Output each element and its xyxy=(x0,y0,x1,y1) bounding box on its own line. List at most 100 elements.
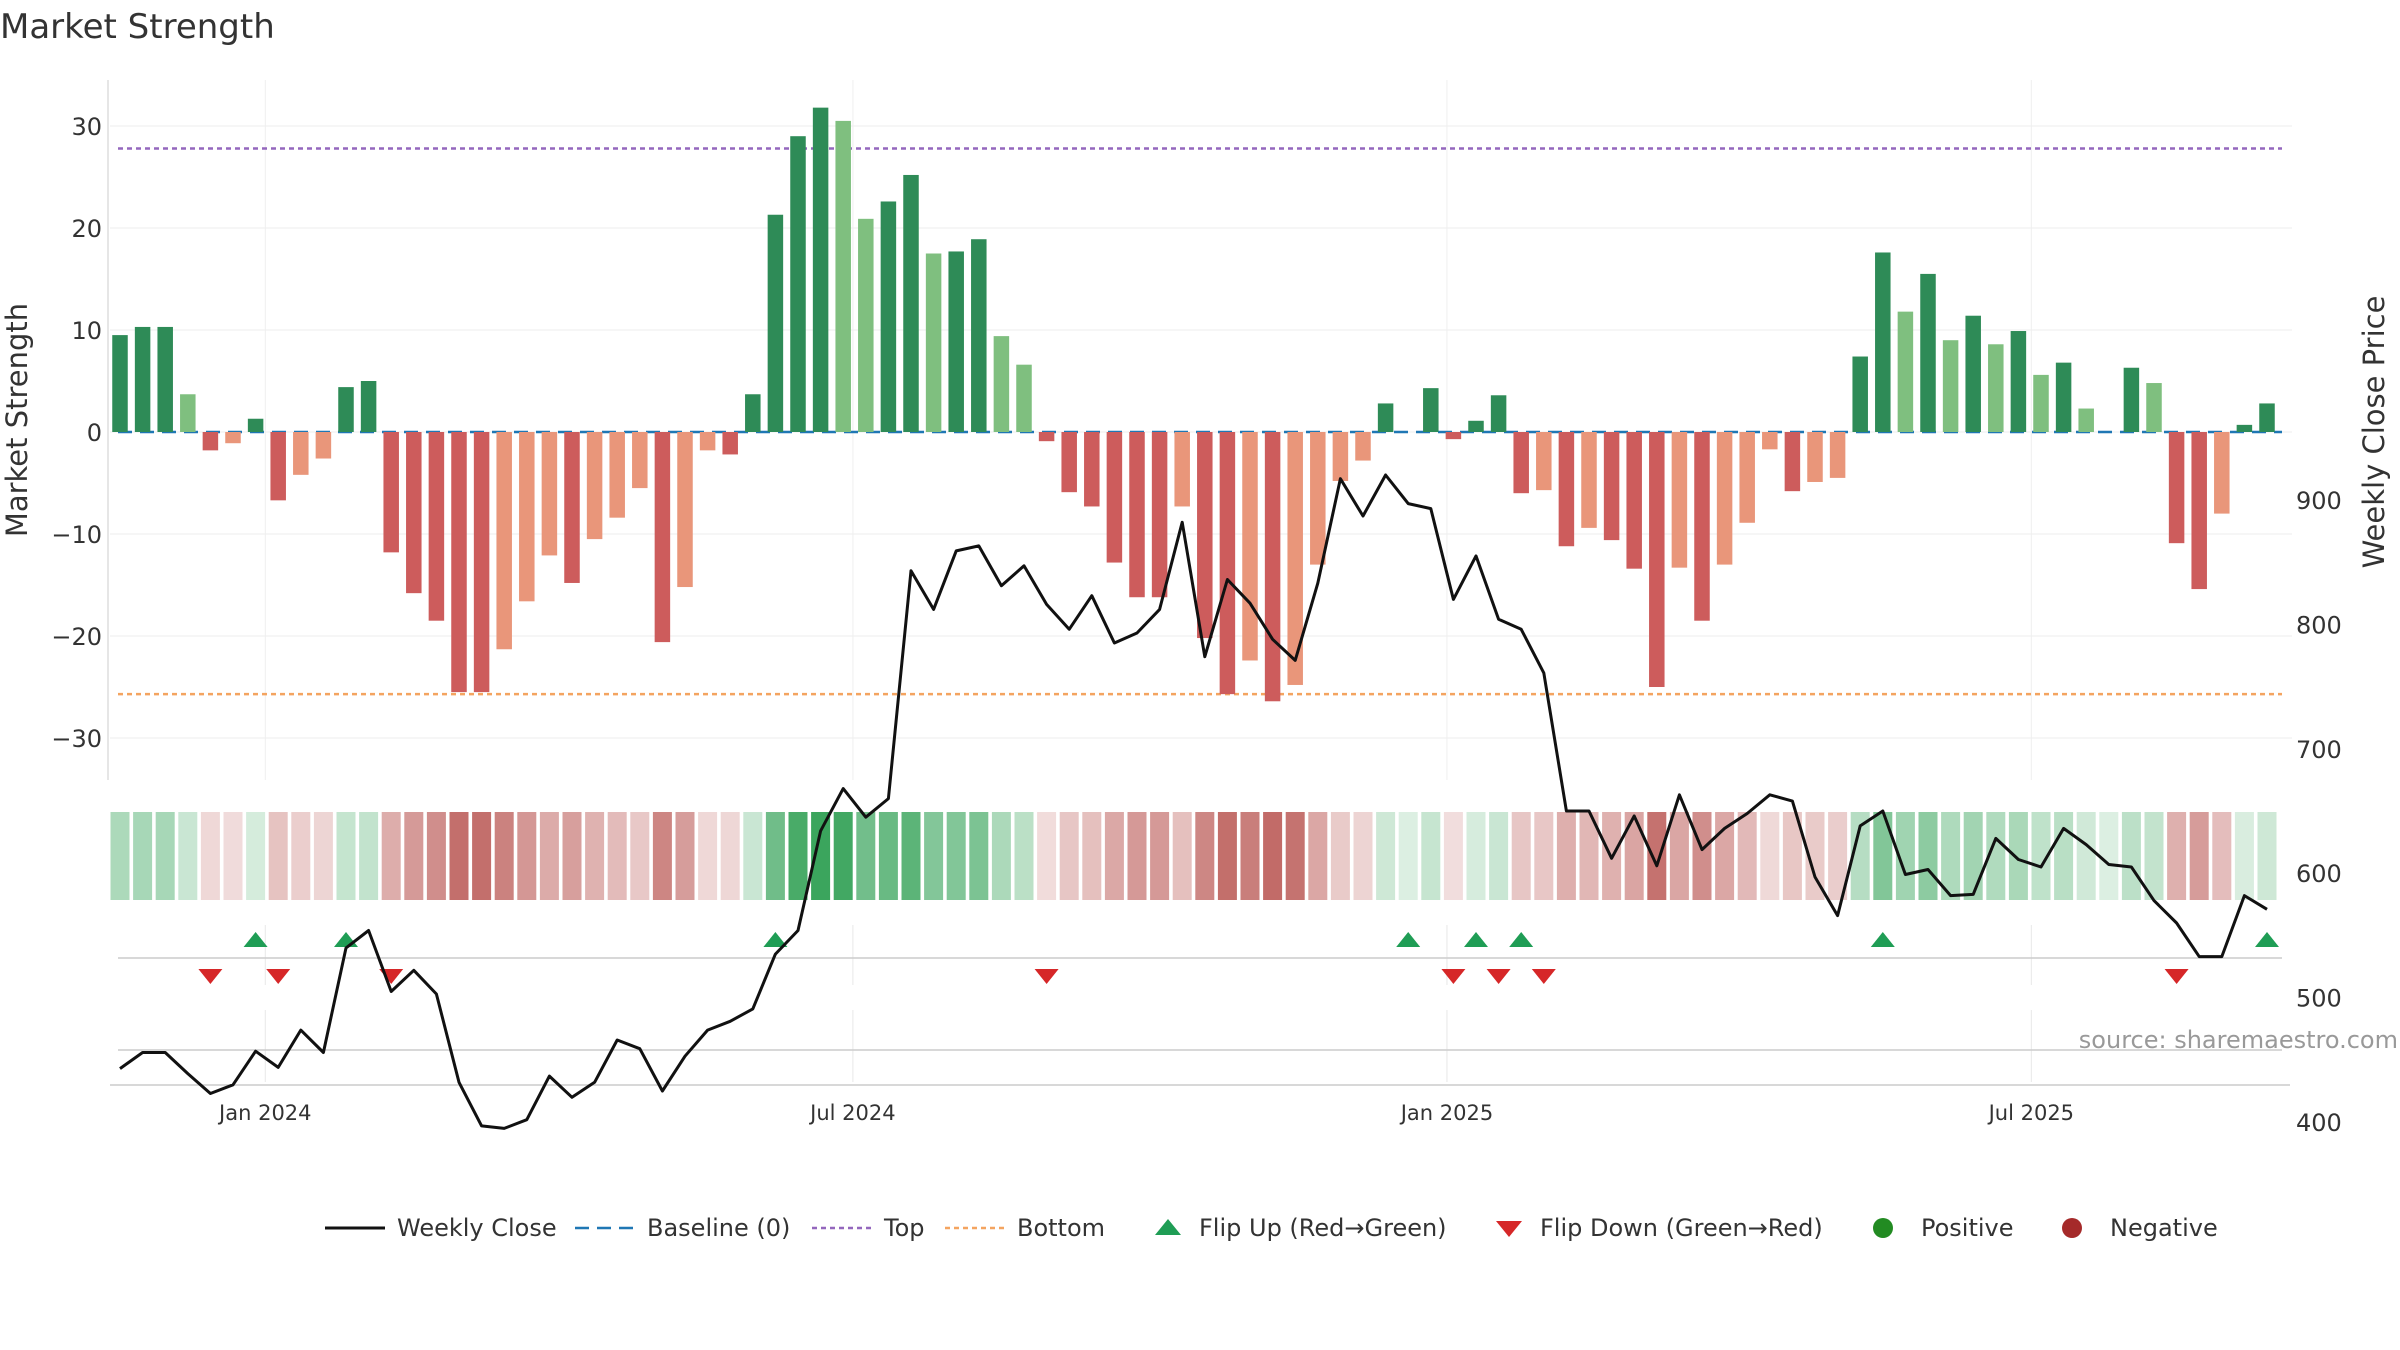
heat-cell xyxy=(1556,812,1576,900)
heat-cell xyxy=(1918,812,1938,900)
heat-cell xyxy=(1443,812,1463,900)
heat-cell xyxy=(1737,812,1757,900)
heat-cell xyxy=(1850,812,1870,900)
heat-cell xyxy=(2054,812,2074,900)
strength-bar-negative xyxy=(2214,432,2230,514)
heat-cell xyxy=(223,812,243,900)
heat-cell xyxy=(336,812,356,900)
flip-down-marker xyxy=(266,969,291,984)
strength-bar-negative xyxy=(1739,432,1755,523)
heat-cell xyxy=(1308,812,1328,900)
y-tick-left: −10 xyxy=(51,521,102,549)
strength-bar-negative xyxy=(1829,432,1846,478)
heat-cell xyxy=(359,812,379,900)
strength-bar-positive xyxy=(2078,408,2094,432)
strength-bar-positive xyxy=(2259,403,2275,432)
heat-cell xyxy=(404,812,424,900)
legend-swatch-flip-up xyxy=(1155,1219,1181,1235)
strength-bar-positive xyxy=(2146,383,2162,432)
heat-cell xyxy=(562,812,582,900)
heat-cell xyxy=(698,812,718,900)
strength-bar-negative xyxy=(1807,432,1823,482)
strength-bar-negative xyxy=(1762,432,1778,450)
heat-cell xyxy=(652,812,672,900)
strength-bar-negative xyxy=(564,432,580,583)
strength-bar-negative xyxy=(1649,432,1665,687)
heat-cell xyxy=(1014,812,1034,900)
strength-bar-negative xyxy=(519,432,535,602)
heat-cell xyxy=(449,812,469,900)
flip-up-marker xyxy=(334,932,358,947)
flip-up-marker xyxy=(1464,932,1488,947)
heat-cell xyxy=(811,812,831,900)
heat-cell xyxy=(472,812,492,900)
strength-bar-negative xyxy=(1716,432,1733,565)
heat-cell xyxy=(1330,812,1350,900)
y-tick-left: −20 xyxy=(51,623,102,651)
heat-cell xyxy=(1489,812,1509,900)
strength-bar-negative xyxy=(1174,432,1190,507)
heat-cell xyxy=(1285,812,1305,900)
strength-bar-negative xyxy=(1784,432,1801,492)
legend-label: Weekly Close xyxy=(397,1214,557,1242)
y-tick-right: 700 xyxy=(2296,736,2342,764)
strength-bar-negative xyxy=(1242,432,1258,661)
flip-down-marker xyxy=(1531,969,1556,984)
axis-ticks: Jan 2024 Jul 2024 Jan 2025 Jul 2025 30 20 10 0 −… xyxy=(51,113,2341,1137)
strength-bar-negative xyxy=(632,432,648,489)
strength-bar-positive xyxy=(1852,356,1868,432)
strength-bar-positive xyxy=(360,381,377,432)
strength-bar-negative xyxy=(1536,432,1552,491)
strength-bar-positive xyxy=(2033,374,2049,432)
strength-bar-negative xyxy=(451,432,467,693)
strength-bar-negative xyxy=(1671,432,1688,568)
strength-bar-negative xyxy=(1129,432,1145,598)
heat-cell xyxy=(1624,812,1644,900)
heat-cell xyxy=(155,812,175,900)
strength-bar-negative xyxy=(1626,432,1642,569)
heat-cell xyxy=(2121,812,2141,900)
heat-cell xyxy=(1873,812,1893,900)
strength-bar-positive xyxy=(1377,403,1394,432)
strength-bar-positive xyxy=(790,136,806,432)
strength-bar-positive xyxy=(180,394,196,432)
strength-bar-positive xyxy=(1942,340,1959,432)
strength-bar-positive xyxy=(134,326,151,432)
strength-bar-negative xyxy=(293,432,309,475)
x-tick-label: Jan 2025 xyxy=(1399,1101,1494,1125)
strength-bar-positive xyxy=(903,174,919,432)
flip-down-marker xyxy=(1486,969,1511,984)
heat-cell xyxy=(1172,812,1192,900)
y-tick-left: 20 xyxy=(71,215,102,243)
heat-cell xyxy=(1466,812,1486,900)
heat-cell xyxy=(2189,812,2209,900)
strength-bar-negative xyxy=(1084,432,1100,507)
x-tick-label: Jul 2025 xyxy=(1987,1101,2074,1125)
heat-cell xyxy=(426,812,446,900)
strength-bar-positive xyxy=(112,335,128,432)
strength-bar-negative xyxy=(1355,432,1371,461)
strength-bar-negative xyxy=(699,432,716,451)
strength-bar-positive xyxy=(1423,388,1439,432)
y-tick-right: 600 xyxy=(2296,860,2342,888)
heat-cell xyxy=(1760,812,1780,900)
heat-cell xyxy=(494,812,514,900)
heat-cell xyxy=(1828,812,1848,900)
strength-bar-negative xyxy=(406,432,422,594)
strength-bar-negative xyxy=(1061,432,1077,493)
legend-swatch-negative xyxy=(2062,1218,2082,1238)
legend-swatch-positive xyxy=(1873,1218,1893,1238)
strength-bar-positive xyxy=(2236,424,2253,432)
y-tick-right: 400 xyxy=(2296,1109,2342,1137)
y-axis-left-label: Market Strength xyxy=(0,303,34,537)
strength-bar-negative xyxy=(473,432,490,693)
heat-cell xyxy=(1376,812,1396,900)
heat-cell xyxy=(1082,812,1102,900)
legend-swatch-flip-down xyxy=(1496,1221,1522,1237)
heat-cell xyxy=(1986,812,2006,900)
heat-cell xyxy=(381,812,401,900)
heat-cell xyxy=(1692,812,1712,900)
strength-bar-positive xyxy=(338,387,354,432)
y-axis-right-label: Weekly Close Price xyxy=(2357,296,2391,569)
strength-bar-positive xyxy=(1988,344,2004,432)
